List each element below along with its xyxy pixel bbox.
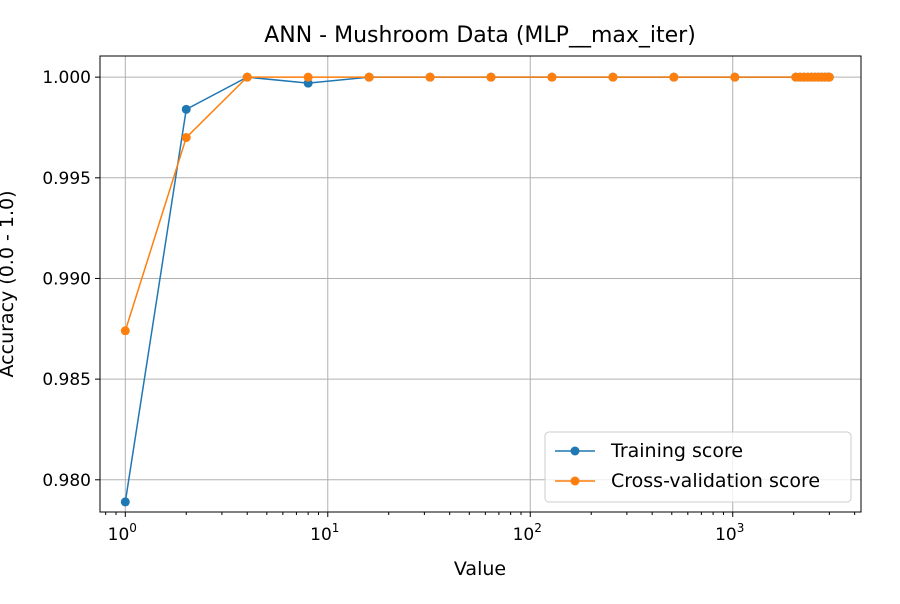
y-tick-label: 1.000 xyxy=(42,68,91,88)
data-point xyxy=(364,72,374,82)
data-point xyxy=(181,104,191,114)
data-point xyxy=(120,326,130,336)
legend-label: Training score xyxy=(610,440,743,462)
data-point xyxy=(669,72,679,82)
data-point xyxy=(824,72,834,82)
plot-frame xyxy=(99,55,862,513)
data-point xyxy=(547,72,557,82)
y-tick-label: 0.985 xyxy=(42,370,91,390)
legend-marker xyxy=(570,446,580,456)
x-tick-label: 102 xyxy=(513,521,542,545)
series-lines xyxy=(120,72,834,507)
grid-lines xyxy=(100,56,861,512)
data-point xyxy=(730,72,740,82)
y-tick-label: 0.990 xyxy=(42,269,91,289)
legend-box xyxy=(544,431,852,503)
legend: Training score Cross-validation score xyxy=(544,431,852,503)
chart-title: ANN - Mushroom Data (MLP__max_iter) xyxy=(264,23,696,48)
x-axis-label: Value xyxy=(454,558,506,580)
data-point xyxy=(303,72,313,82)
data-point xyxy=(486,72,496,82)
y-axis-label: Accuracy (0.0 - 1.0) xyxy=(0,191,18,378)
data-point xyxy=(181,133,191,143)
data-point xyxy=(608,72,618,82)
x-tick-label: 103 xyxy=(715,521,744,545)
x-tick-label: 101 xyxy=(310,521,339,545)
legend-label: Cross-validation score xyxy=(611,470,820,492)
axis-ticks: 0.980 0.985 0.990 0.995 1.000 100 101 102 103 xyxy=(42,68,856,545)
data-point xyxy=(242,72,252,82)
y-tick-label: 0.980 xyxy=(42,471,91,491)
data-point xyxy=(120,497,130,507)
x-tick-label: 100 xyxy=(108,521,137,545)
data-point xyxy=(425,72,435,82)
legend-marker xyxy=(570,476,580,486)
y-tick-label: 0.995 xyxy=(42,169,91,189)
